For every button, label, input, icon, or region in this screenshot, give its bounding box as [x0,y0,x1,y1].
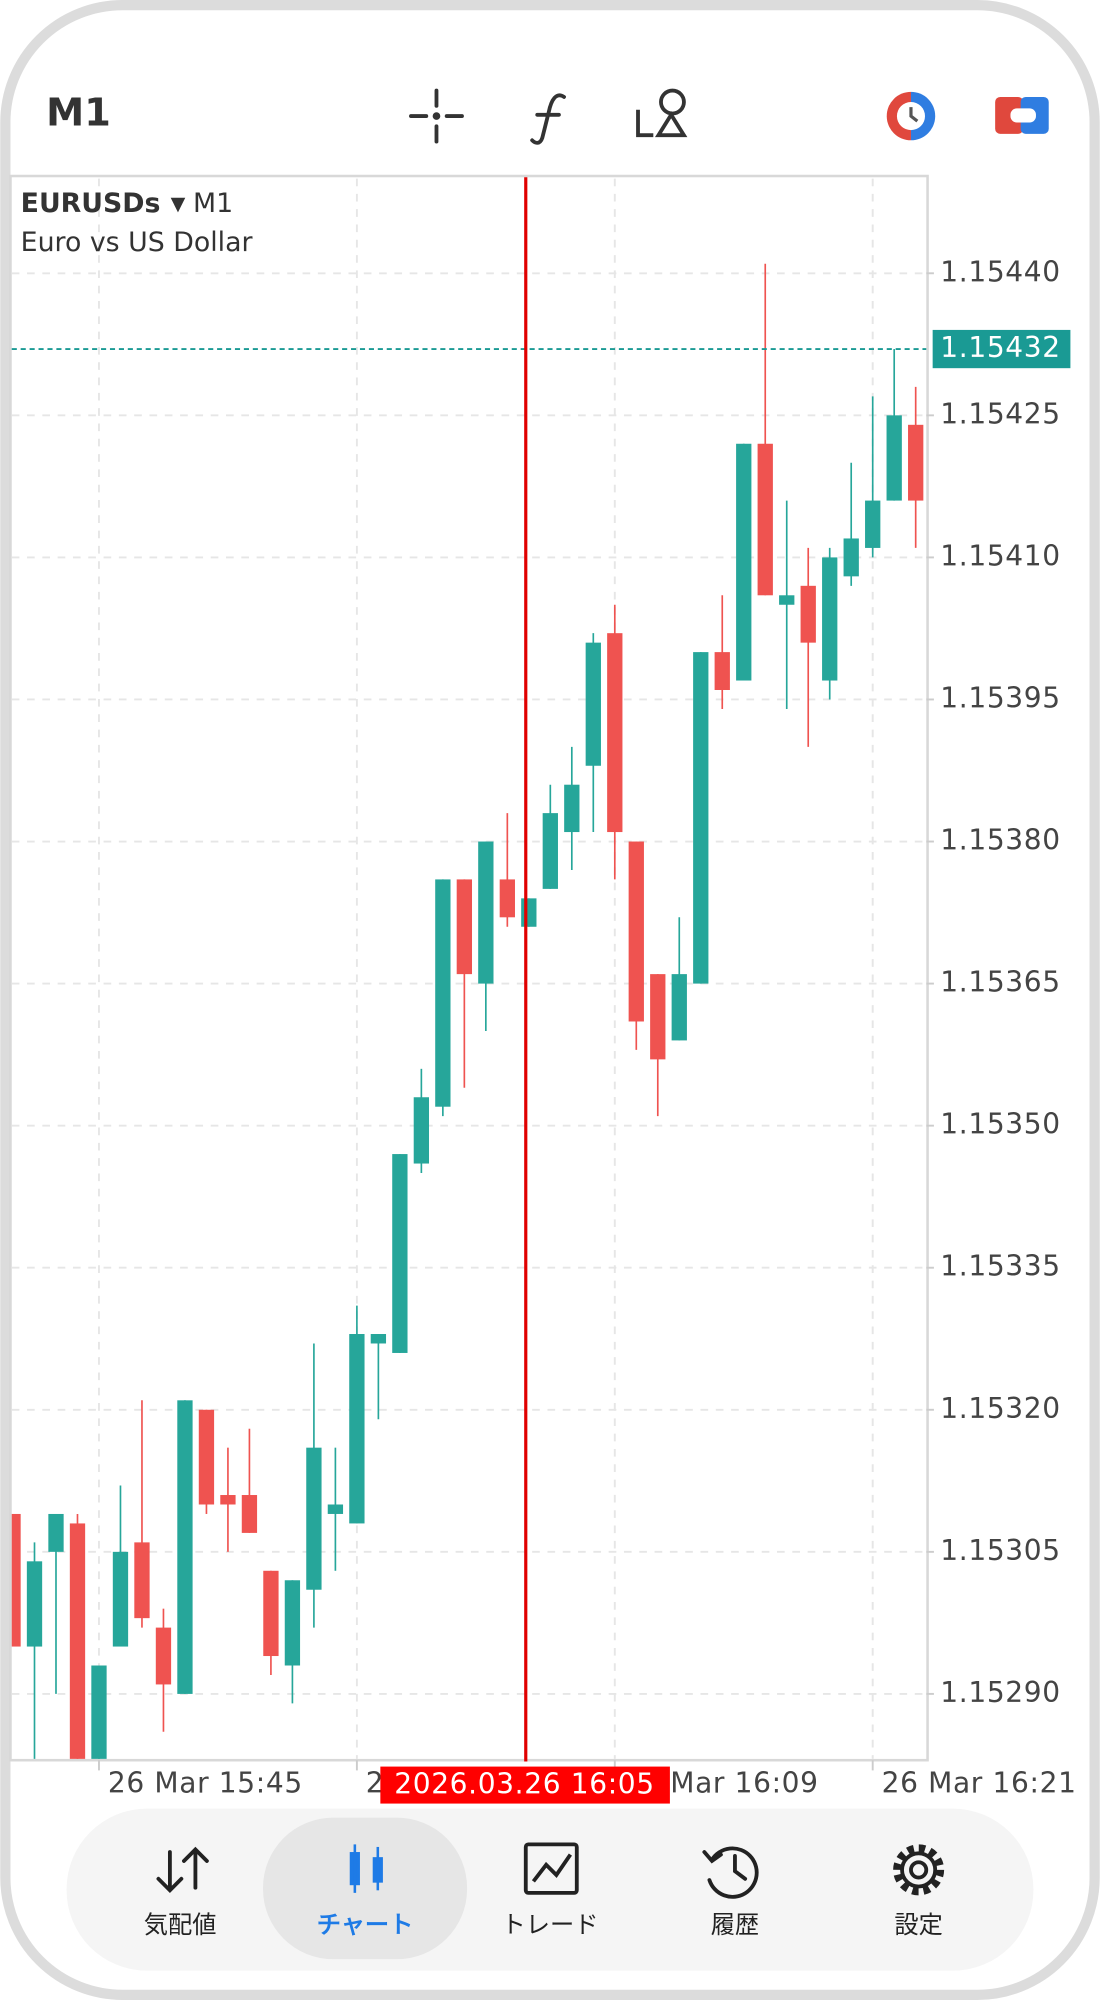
candle-body [91,1665,107,1759]
y-tick-label: 1.15305 [940,1534,1060,1567]
nav-bar [66,1808,1034,1971]
candle-body [779,595,795,605]
candle-body [198,1409,215,1505]
nav-item[interactable]: 設定 [894,1911,942,1939]
candle-body [865,500,881,548]
candle-body [757,443,773,596]
candle-body [628,841,644,1022]
candle-body [499,879,515,918]
candle-body [542,813,558,889]
chart-icon[interactable] [349,1844,383,1893]
symbol: EURUSDs [21,188,161,219]
nav-item[interactable]: 気配値 [144,1911,217,1939]
candle-body [456,879,473,975]
candle-body [11,1513,21,1647]
symbol-timeframe: M1 [193,188,233,219]
crosshair-icon[interactable] [409,88,464,144]
candle-body [112,1551,129,1647]
candle-body [714,652,730,690]
y-tick-label: 1.15395 [940,681,1060,714]
trade-nav-icon[interactable] [523,1842,579,1895]
candle-body [413,1097,430,1164]
x-tick-label: 26 Mar 16:21 [882,1766,1077,1799]
candle-body [478,841,494,984]
y-tick-label: 1.15365 [940,966,1060,999]
candle-body [134,1542,150,1619]
objects-icon[interactable] [636,88,688,138]
candle-body [327,1504,344,1514]
timeframe-button[interactable]: M1 [46,90,111,135]
candle-body [241,1495,258,1533]
candle-body [370,1334,387,1344]
candle-body [607,633,623,833]
y-tick-label: 1.15335 [940,1250,1060,1283]
candle-body [26,1561,43,1647]
trade-icon[interactable] [995,96,1049,134]
candle-body [800,585,816,643]
crosshair-label: 2026.03.26 16:05 [394,1768,655,1801]
candle-body [263,1570,279,1657]
candle-body [220,1495,236,1505]
y-tick-label: 1.15290 [940,1676,1060,1709]
nav-selected-bg [263,1817,468,1960]
y-tick-label: 1.15410 [940,539,1060,572]
nav-item[interactable]: チャート [317,1911,414,1939]
crosshair-label-bg [380,1766,670,1804]
plot-frame [9,174,929,1762]
candle-body [69,1523,86,1759]
candle-body [177,1400,193,1694]
candle-body [306,1447,322,1590]
dropdown-arrow: ▼ [171,192,186,215]
candle-body [155,1627,172,1685]
candle-body [843,538,859,577]
history-icon[interactable] [702,1846,759,1899]
candle-body [564,784,580,833]
candle-body [650,974,666,1060]
candle-body [886,415,902,501]
candle-body [349,1334,365,1524]
y-tick-label: 1.15425 [940,397,1060,430]
quotes-icon[interactable] [156,1846,209,1894]
y-tick-label: 1.15320 [940,1392,1060,1425]
candle-body [822,557,838,681]
candle-body [284,1580,301,1666]
indicators-icon[interactable] [530,93,566,145]
nav-item[interactable]: トレード [502,1911,599,1939]
symbol-description: Euro vs US Dollar [21,227,253,258]
candle-body [521,898,537,927]
candle-body [671,974,687,1041]
candle-body [585,642,601,766]
candle-body [693,652,709,984]
nav-item[interactable]: 履歴 [711,1911,759,1939]
candle-body [392,1154,408,1353]
last-price-box [932,329,1071,369]
one-click-icon[interactable] [886,91,936,141]
settings-icon[interactable] [893,1844,945,1896]
last-price-label: 1.15432 [940,331,1060,364]
x-tick-label: 26 Mar 15:45 [108,1766,303,1799]
candle-body [435,879,451,1107]
y-tick-label: 1.15380 [940,824,1060,857]
y-tick-label: 1.15440 [940,255,1060,288]
candle-body [908,424,924,501]
symbol-header[interactable]: EURUSDs ▼ M1 [21,188,233,219]
candle-body [48,1513,64,1552]
y-tick-label: 1.15350 [940,1108,1060,1141]
candle-body [736,443,752,681]
